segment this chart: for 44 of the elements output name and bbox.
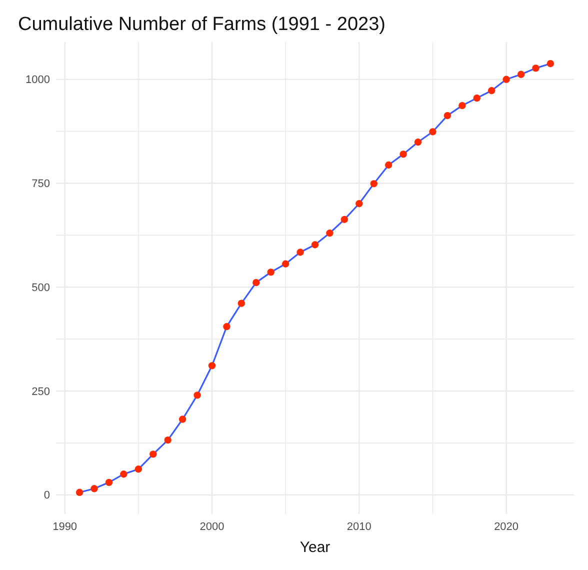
point [76,488,84,496]
point [150,450,157,458]
point [488,87,496,94]
x-tick-label: 2010 [346,521,372,533]
point [194,392,201,399]
point [517,70,525,78]
point [546,60,554,68]
point [178,416,186,423]
y-tick-label: 250 [32,386,50,398]
point [296,248,304,256]
point [282,260,290,268]
point [267,268,274,276]
point [356,200,363,208]
point [384,161,392,169]
point [429,128,436,136]
chart-title: Cumulative Number of Farms (1991 - 2023) [18,14,386,35]
point [164,436,172,444]
y-tick-label: 1000 [26,74,50,86]
x-axis-title: Year [300,539,330,556]
point [105,478,113,486]
point [208,362,216,370]
point [134,466,142,473]
point [238,300,246,307]
point [444,112,452,120]
x-tick-label: 1990 [52,521,78,533]
point [473,94,480,102]
point [502,76,510,83]
y-tick-label: 0 [44,490,50,502]
point [414,138,422,146]
point [223,323,230,330]
y-tick-label: 500 [32,282,50,294]
point [532,64,540,72]
point [90,485,98,492]
x-tick-label: 2000 [200,521,224,533]
point [370,180,378,188]
point [120,470,128,478]
point [340,216,348,224]
point [252,278,260,286]
point [400,150,407,158]
point [311,241,319,248]
point [326,230,334,237]
point [458,102,466,110]
y-tick-label: 750 [32,178,50,190]
x-tick-label: 2020 [494,521,519,533]
